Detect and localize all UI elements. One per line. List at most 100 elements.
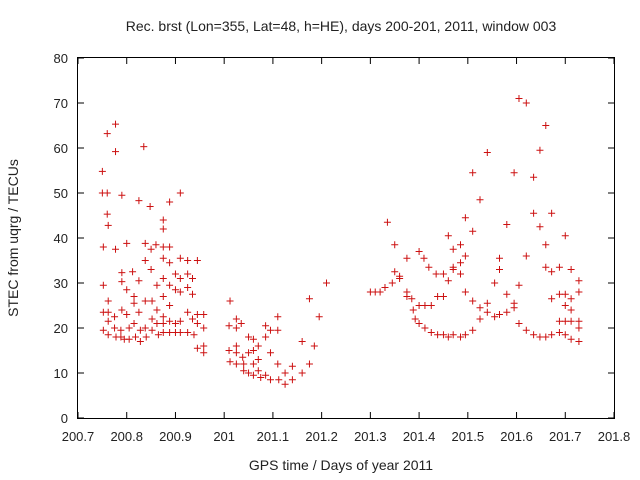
data-point [154,331,162,339]
data-point [542,241,550,249]
data-point [383,218,391,226]
data-point [257,374,265,381]
data-point [249,360,257,368]
data-point [262,371,270,379]
data-point [189,275,197,282]
data-point [425,263,433,271]
data-point [193,257,201,264]
data-point [548,209,556,217]
y-tick-label: 10 [54,366,68,381]
data-point [184,329,192,336]
data-point [305,295,313,303]
data-point [153,281,161,289]
data-point [310,342,318,350]
data-point [130,293,138,300]
data-point [555,329,563,336]
data-point [111,313,119,321]
data-point [461,288,469,296]
data-point [457,333,465,341]
data-point [262,333,270,341]
data-point [184,270,192,278]
data-point [117,326,125,334]
data-point [432,270,440,278]
data-point [281,369,289,377]
data-point [266,326,274,334]
data-point [575,338,583,345]
data-point [439,293,447,300]
data-point [123,311,131,318]
data-point [476,196,484,204]
data-point [449,266,457,273]
data-point [388,279,396,287]
data-point [225,347,233,354]
data-point [193,320,201,327]
axis-tick-labels: 200.7 200.8 200.9 201 201.1 201.2 201.3 201.4 20… [54,51,631,444]
data-point [567,306,575,314]
data-point [542,122,550,129]
data-point [503,290,511,298]
data-point [495,254,503,262]
data-point [567,317,575,325]
data-point [510,169,518,177]
data-point [457,259,465,267]
data-point [245,369,253,377]
data-point [176,189,184,197]
data-points [98,95,583,388]
chart-title: Rec. brst (Lon=355, Lat=48, h=HE), days … [126,18,557,34]
data-point [510,304,518,312]
data-point [111,324,119,332]
data-point [98,167,106,175]
data-point [567,295,575,303]
data-point [184,284,192,291]
data-point [225,322,233,330]
data-point [103,130,111,138]
data-point [457,270,465,278]
data-point [515,95,523,102]
y-tick-label: 30 [54,276,68,291]
x-tick-label: 201.3 [354,429,387,444]
data-point [112,245,120,253]
data-point [159,293,167,300]
data-point [555,290,563,298]
data-point [274,326,282,334]
data-point [159,275,167,282]
data-point [184,257,192,264]
data-point [245,333,253,341]
data-point [315,313,323,321]
data-point [567,335,575,343]
data-point [491,279,499,287]
x-tick-label: 201 [213,429,235,444]
y-tick-label: 40 [54,231,68,246]
x-tick-label: 201.5 [452,429,485,444]
data-point [171,270,179,278]
data-point [147,245,155,253]
data-point [118,191,126,199]
data-point [469,227,477,235]
data-point [232,324,240,332]
data-point [439,331,447,339]
data-point [159,254,167,262]
data-point [232,349,240,357]
data-point [148,315,156,323]
data-point [411,315,419,323]
data-point [555,263,563,271]
x-tick-label: 200.8 [110,429,143,444]
data-point [461,331,469,339]
data-point [274,313,282,321]
data-point [288,376,296,384]
x-tick-label: 200.9 [159,429,192,444]
data-point [415,320,423,327]
data-point [420,254,428,262]
data-point [141,297,149,305]
data-point [491,313,499,321]
data-point [200,324,208,332]
data-point [104,297,112,305]
data-point [104,308,112,316]
data-point [99,243,107,251]
data-point [232,342,240,350]
data-point [166,302,174,309]
x-tick-label: 201.4 [403,429,436,444]
x-tick-label: 201.7 [549,429,582,444]
x-axis-label: GPS time / Days of year 2011 [249,457,433,473]
